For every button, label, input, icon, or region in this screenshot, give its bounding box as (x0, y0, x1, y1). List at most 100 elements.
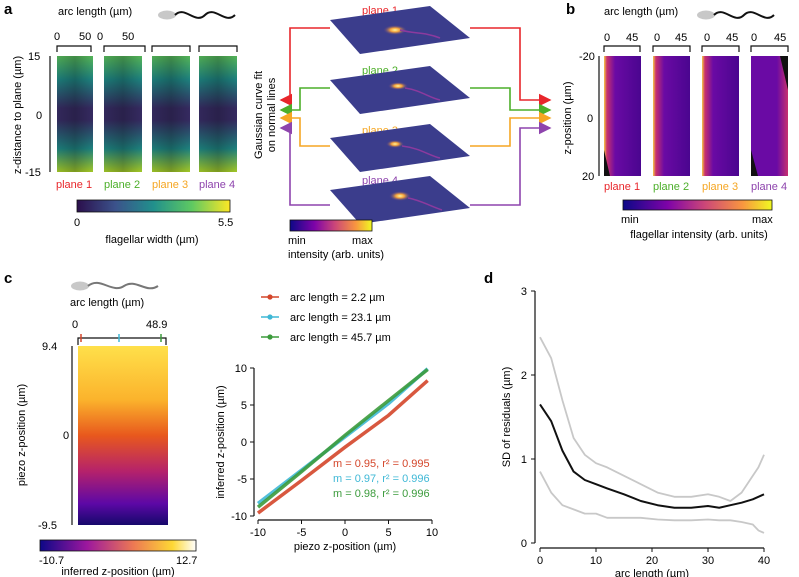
plane-image-3 (330, 124, 470, 172)
panel-b-label: b (566, 1, 575, 18)
panel-c-arc-tick-48: 48.9 (146, 319, 167, 331)
panel-c-y-label: piezo z-position (µm) (16, 384, 28, 486)
panel-b-colorbar (622, 199, 773, 211)
panel-b-arc-tick-45c: 45 (726, 32, 738, 44)
panel-a-arc-tick-50b: 50 (122, 31, 134, 43)
x-axis-label: piezo z-position (µm) (294, 541, 396, 553)
panel-b-arc-tick-0c: 0 (704, 32, 710, 44)
y-tick-label: -10 (231, 511, 247, 523)
panel-b: b arc length (µm) 0 45 0 45 0 45 0 45 z-… (562, 1, 789, 241)
panel-c-cbar-label: inferred z-position (µm) (61, 566, 174, 577)
series-line (539, 471, 765, 534)
fit-annotation: m = 0.98, r² = 0.996 (333, 488, 430, 500)
panel-c-line-chart: -10 -5 0 5 10 10 5 0 -5 -10 piezo z-position (µm) i… (215, 292, 438, 553)
x-tick-label: 40 (758, 555, 770, 567)
panel-b-heatmap-plane1 (604, 56, 641, 176)
panel-b-cbar-min: min (621, 214, 639, 226)
sperm-icon-b (697, 10, 775, 20)
panel-b-arc-length-label: arc length (µm) (604, 6, 678, 18)
fit-annotation: m = 0.97, r² = 0.996 (333, 473, 430, 485)
panel-c: c arc length (µm) 0 48.9 piezo z-positio… (4, 270, 197, 577)
panel-a-cbar-min: 0 (74, 217, 80, 229)
panel-a-arc-tick-0b: 0 (97, 31, 103, 43)
panel-c-arc-tick-0: 0 (72, 319, 78, 331)
panel-a-bracket-4 (198, 45, 238, 52)
center-cbar-max: max (352, 235, 373, 247)
fit-label-2: on normal lines (266, 77, 278, 152)
panel-b-arc-tick-45d: 45 (774, 32, 786, 44)
panel-b-plane-2: plane 2 (653, 181, 689, 193)
y-tick-label: 1 (521, 454, 527, 466)
panel-a-bracket-1 (56, 45, 92, 52)
panel-c-cbar-min: -10.7 (39, 555, 64, 567)
x-tick-label: 30 (702, 555, 714, 567)
panel-c-arc-length-label: arc length (µm) (70, 297, 144, 309)
x-tick-label: -5 (297, 527, 307, 539)
panel-b-arc-tick-45a: 45 (626, 32, 638, 44)
panel-a-arc-tick-0: 0 (54, 31, 60, 43)
x-tick-label: 20 (646, 555, 658, 567)
panel-b-y-label: z-position (µm) (562, 82, 574, 155)
panel-b-cbar-label: flagellar intensity (arb. units) (630, 229, 768, 241)
panel-b-y-tick-20: 20 (582, 171, 594, 183)
panel-c-y-tick-m95: -9.5 (38, 520, 57, 532)
series-line (256, 379, 429, 515)
panel-a-label: a (4, 1, 13, 18)
panel-b-arc-tick-45b: 45 (675, 32, 687, 44)
plane-image-1 (330, 6, 470, 54)
legend-marker (267, 314, 273, 320)
panel-a-plane-3: plane 3 (152, 179, 188, 191)
panel-b-cbar-max: max (752, 214, 773, 226)
panel-a-plane-1: plane 1 (56, 179, 92, 191)
center-cbar-min: min (288, 235, 306, 247)
series-line (539, 336, 765, 502)
panel-a-plane-2: plane 2 (104, 179, 140, 191)
y-tick-label: -5 (237, 474, 247, 486)
panel-c-y-tick-0: 0 (63, 430, 69, 442)
panel-b-plane-3: plane 3 (702, 181, 738, 193)
panel-c-heatmap (78, 346, 168, 525)
legend-marker (267, 334, 273, 340)
panel-b-y-tick-m20: -20 (579, 51, 595, 63)
panel-b-heatmap-plane2 (653, 56, 690, 176)
panel-c-colorbar (39, 539, 197, 552)
panel-a-colorbar (76, 199, 231, 213)
panel-c-cbar-max: 12.7 (176, 555, 197, 567)
legend-label: arc length = 23.1 µm (290, 312, 391, 324)
panel-b-plane-4: plane 4 (751, 181, 787, 193)
panel-b-arc-tick-0d: 0 (751, 32, 757, 44)
y-tick-label: 3 (521, 286, 527, 298)
x-tick-label: 5 (385, 527, 391, 539)
legend-marker (267, 294, 273, 300)
center-cbar-label: intensity (arb. units) (288, 249, 384, 261)
panel-a-y-label: z-distance to plane (µm) (12, 56, 24, 174)
panel-a-cbar-max: 5.5 (218, 217, 233, 229)
panel-d: d (484, 270, 493, 287)
panel-c-y-tick-94: 9.4 (42, 341, 57, 353)
series-line (539, 403, 765, 509)
center-colorbar (289, 219, 373, 232)
panel-a-y-tick-15: 15 (28, 51, 40, 63)
panel-a-cbar-label: flagellar width (µm) (105, 234, 198, 246)
panel-d-label: d (484, 270, 493, 287)
y-tick-label: 2 (521, 370, 527, 382)
legend-label: arc length = 45.7 µm (290, 332, 391, 344)
x-tick-label: -10 (250, 527, 266, 539)
panel-a-y-tick-0: 0 (36, 110, 42, 122)
sperm-icon (158, 10, 236, 20)
panel-b-plane-1: plane 1 (604, 181, 640, 193)
panel-b-heatmap-plane4 (751, 56, 788, 176)
center-schematic: plane 1 plane 2 plane 3 plane 4 (253, 5, 552, 261)
plane-image-4 (330, 176, 470, 224)
y-tick-label: 5 (241, 400, 247, 412)
y-tick-label: 0 (521, 538, 527, 550)
y-tick-label: 10 (235, 363, 247, 375)
x-tick-label: 0 (537, 555, 543, 567)
panel-a-y-tick-m15: -15 (25, 167, 41, 179)
panel-a-bracket-2 (103, 45, 146, 52)
panel-b-arc-tick-0b: 0 (654, 32, 660, 44)
x-axis-label: arc length (µm) (615, 568, 689, 577)
fit-annotation: m = 0.95, r² = 0.995 (333, 458, 430, 470)
